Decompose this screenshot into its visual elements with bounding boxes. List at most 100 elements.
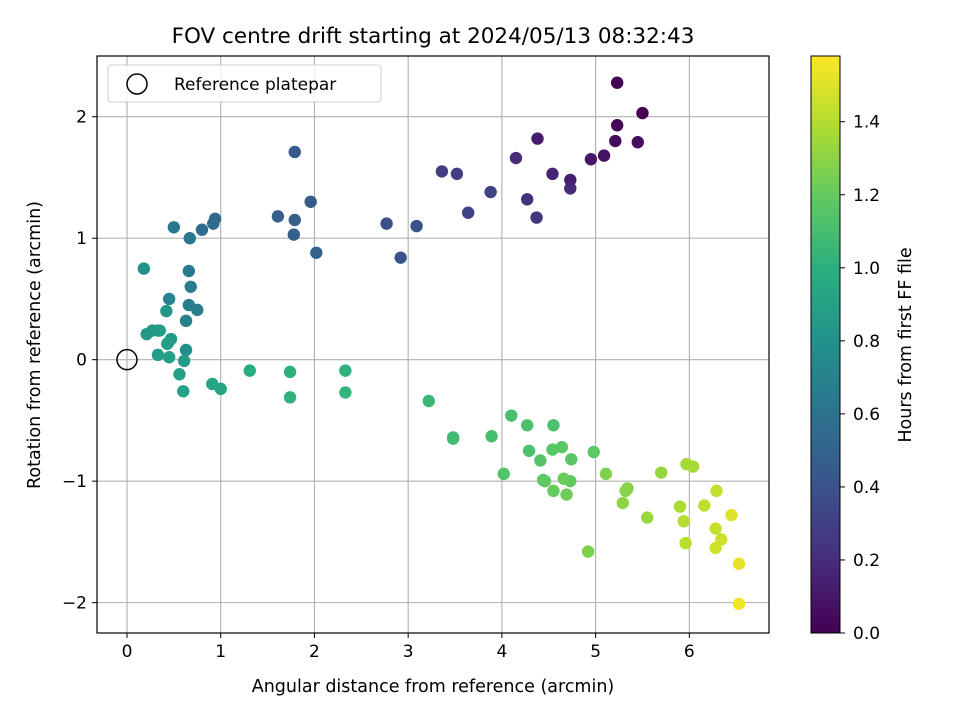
data-point bbox=[546, 443, 559, 456]
data-point bbox=[243, 364, 256, 377]
y-axis-ticks: −2 −1 0 1 2 bbox=[62, 108, 97, 614]
data-point bbox=[565, 453, 578, 466]
data-point bbox=[310, 246, 323, 259]
y-tick-label: −2 bbox=[62, 594, 87, 614]
data-point bbox=[560, 488, 573, 501]
data-point bbox=[183, 232, 196, 245]
data-point bbox=[160, 304, 173, 318]
data-point bbox=[162, 292, 176, 306]
x-tick-label: 4 bbox=[496, 642, 507, 662]
data-point bbox=[610, 76, 624, 89]
x-tick-label: 3 bbox=[403, 642, 414, 662]
data-point bbox=[530, 211, 543, 224]
colorbar-tick-label: 0.2 bbox=[853, 551, 880, 571]
data-point bbox=[151, 348, 165, 362]
data-point bbox=[587, 445, 600, 459]
data-point bbox=[207, 217, 220, 230]
data-point bbox=[564, 182, 577, 195]
data-point bbox=[484, 185, 497, 199]
data-point bbox=[636, 106, 649, 120]
data-point bbox=[288, 145, 301, 159]
data-point bbox=[599, 467, 613, 481]
data-point bbox=[547, 419, 560, 432]
data-point bbox=[283, 365, 297, 379]
data-point bbox=[677, 515, 690, 528]
data-point bbox=[547, 484, 560, 498]
data-point bbox=[709, 522, 722, 535]
colorbar-tick-label: 1.4 bbox=[853, 113, 880, 133]
data-point bbox=[725, 508, 738, 522]
data-point bbox=[538, 474, 552, 488]
chart-title: FOV centre drift starting at 2024/05/13 … bbox=[172, 24, 695, 49]
colorbar-label: Hours from first FF file bbox=[896, 247, 916, 442]
x-tick-label: 5 bbox=[590, 642, 601, 662]
data-point bbox=[564, 173, 577, 187]
y-tick-label: 0 bbox=[76, 351, 87, 371]
y-tick-label: −1 bbox=[62, 472, 87, 492]
data-point bbox=[283, 391, 297, 404]
data-point bbox=[304, 195, 317, 208]
data-point bbox=[679, 536, 692, 550]
data-point bbox=[191, 303, 204, 317]
data-point bbox=[446, 432, 460, 445]
data-point bbox=[173, 368, 186, 381]
data-point bbox=[182, 264, 196, 278]
data-point bbox=[339, 386, 352, 399]
data-point bbox=[509, 151, 523, 165]
data-point bbox=[137, 262, 151, 275]
data-point bbox=[610, 119, 624, 132]
colorbar-tick-label: 0.6 bbox=[853, 405, 880, 425]
data-point bbox=[339, 364, 352, 377]
data-point bbox=[162, 351, 176, 364]
colorbar-tick-label: 0.4 bbox=[853, 478, 880, 498]
data-point bbox=[485, 430, 498, 443]
data-point bbox=[271, 210, 285, 223]
data-point bbox=[287, 228, 301, 241]
data-point bbox=[698, 499, 711, 512]
legend-marker bbox=[126, 73, 148, 95]
data-point bbox=[184, 280, 197, 293]
data-point bbox=[435, 165, 449, 178]
data-point bbox=[179, 343, 193, 357]
colorbar-tick-label: 0.0 bbox=[853, 624, 880, 644]
data-point bbox=[153, 324, 166, 337]
data-point bbox=[177, 385, 190, 398]
data-point bbox=[616, 496, 629, 510]
plot-frame bbox=[96, 55, 770, 634]
data-point bbox=[179, 314, 193, 328]
colorbar-tick-label: 1.2 bbox=[853, 186, 880, 206]
data-point bbox=[214, 382, 227, 396]
data-point bbox=[655, 466, 668, 479]
y-axis-label: Rotation from reference (arcmin) bbox=[25, 201, 45, 489]
data-point bbox=[531, 132, 544, 145]
data-point bbox=[520, 419, 534, 432]
data-point bbox=[497, 467, 510, 481]
data-point bbox=[597, 149, 611, 162]
colorbar-tick-label: 0.8 bbox=[853, 332, 880, 352]
legend: Reference platepar bbox=[107, 64, 382, 103]
data-point bbox=[686, 460, 700, 473]
data-point bbox=[581, 545, 595, 558]
data-point bbox=[461, 206, 475, 219]
data-point bbox=[288, 213, 301, 227]
legend-label: Reference platepar bbox=[174, 75, 336, 95]
data-point bbox=[162, 336, 175, 349]
data-point bbox=[177, 354, 191, 368]
y-tick-label: 1 bbox=[76, 229, 87, 249]
data-point bbox=[534, 454, 547, 467]
x-axis-label: Angular distance from reference (arcmin) bbox=[252, 677, 615, 697]
colorbar bbox=[810, 55, 841, 634]
data-point bbox=[609, 134, 622, 148]
x-axis-ticks: 0 1 2 3 4 5 6 bbox=[122, 633, 695, 662]
colorbar-tick-label: 1.0 bbox=[853, 259, 880, 279]
x-tick-label: 1 bbox=[215, 642, 226, 662]
data-point bbox=[709, 541, 722, 555]
x-tick-label: 2 bbox=[309, 642, 320, 662]
data-point bbox=[167, 221, 181, 234]
data-point bbox=[195, 223, 209, 236]
colorbar-ticks: 0.0 0.2 0.4 0.6 0.8 1.0 1.2 1.4 bbox=[840, 113, 880, 644]
data-point bbox=[584, 153, 598, 166]
y-tick-label: 2 bbox=[76, 108, 87, 128]
data-point bbox=[422, 394, 435, 408]
